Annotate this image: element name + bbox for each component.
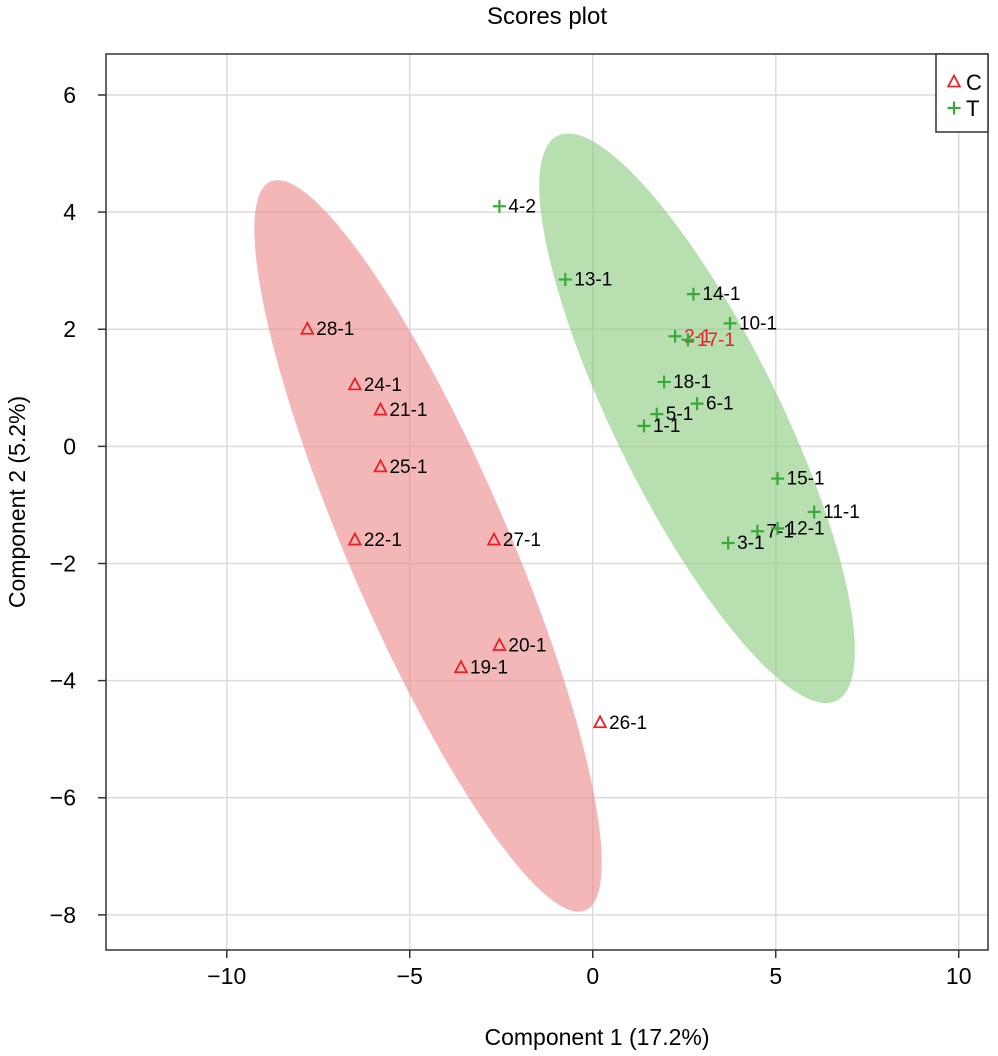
y-tick-label: −6: [50, 785, 76, 811]
chart-title: Scores plot: [487, 3, 607, 30]
x-tick-label: −5: [397, 963, 423, 989]
confidence-ellipses: [254, 133, 855, 912]
data-point: [347, 531, 363, 546]
point-label: 20-1: [508, 635, 546, 656]
point-label: 17-1: [697, 330, 735, 351]
legend-box: [935, 53, 989, 133]
point-label: 1-1: [653, 416, 680, 437]
point-label: 25-1: [389, 457, 427, 478]
x-tick-label: −10: [207, 963, 246, 989]
data-point: [690, 397, 704, 411]
data-point: [347, 376, 363, 391]
point-label: 4-2: [508, 196, 535, 217]
data-point: [492, 637, 507, 651]
data-point: [723, 316, 737, 330]
x-axis-title: Component 1 (17.2%): [484, 1024, 709, 1050]
point-label: 19-1: [470, 658, 508, 679]
ellipse-T: [539, 133, 855, 704]
data-point: [668, 329, 682, 343]
point-label: 28-1: [316, 319, 354, 340]
point-label: 13-1: [574, 269, 612, 290]
point-label: 24-1: [364, 375, 402, 396]
ellipse-C: [254, 180, 602, 912]
x-tick-label: 0: [586, 963, 599, 989]
data-point: [486, 531, 502, 546]
y-tick-label: 4: [63, 199, 76, 225]
point-label: 12-1: [787, 518, 825, 539]
legend-marker: [947, 101, 961, 115]
x-tick-label: 10: [946, 963, 972, 989]
point-label: 21-1: [389, 400, 427, 421]
y-tick-label: −4: [50, 668, 76, 694]
point-label: 14-1: [702, 284, 740, 305]
legend: CT: [935, 53, 989, 133]
x-tick-label: 5: [769, 963, 782, 989]
data-point: [373, 458, 388, 473]
data-point: [807, 505, 821, 519]
data-point: [681, 333, 695, 347]
point-label: 26-1: [609, 713, 647, 734]
data-point: [657, 375, 671, 389]
data-point: [558, 272, 572, 286]
data-point: [373, 401, 388, 416]
y-axis-title: Component 2 (5.2%): [4, 396, 30, 608]
point-label: 7-1: [766, 521, 793, 542]
point-label: 2-1: [684, 326, 711, 347]
axis-ticks: −10 −5 0 5 10 6 4 2 0 −2 −4 −6 −8: [50, 82, 972, 989]
data-points: 28-1 24-1 21-1 25-1 22-1 27-1 20-119-1 26-1 4-2 1…: [299, 196, 860, 734]
point-label: 22-1: [364, 530, 402, 551]
data-point: [750, 524, 764, 538]
point-label: 11-1: [823, 502, 860, 523]
plot-frame: [105, 53, 989, 951]
y-tick-label: −2: [50, 550, 76, 576]
data-point: [771, 472, 785, 486]
data-point: [771, 521, 785, 535]
data-point: [721, 536, 735, 550]
legend-marker: [946, 73, 962, 88]
point-label: 5-1: [666, 404, 693, 425]
point-label: 15-1: [787, 469, 825, 490]
data-point: [492, 199, 506, 213]
y-tick-label: −8: [50, 902, 76, 928]
data-point: [686, 287, 700, 301]
data-point: [637, 419, 651, 433]
point-label: 3-1: [737, 533, 764, 554]
legend-label: T: [966, 96, 979, 121]
data-point: [299, 320, 315, 335]
data-point: [453, 659, 469, 674]
legend-label: C: [966, 70, 982, 95]
point-label: 6-1: [706, 394, 733, 415]
y-tick-label: 2: [63, 316, 76, 342]
y-tick-label: 0: [63, 433, 76, 459]
data-point: [592, 714, 608, 729]
y-tick-label: 6: [63, 82, 76, 108]
point-label: 18-1: [673, 372, 711, 393]
point-label: 27-1: [503, 530, 541, 551]
point-label: 10-1: [739, 313, 777, 334]
data-point: [650, 407, 664, 421]
